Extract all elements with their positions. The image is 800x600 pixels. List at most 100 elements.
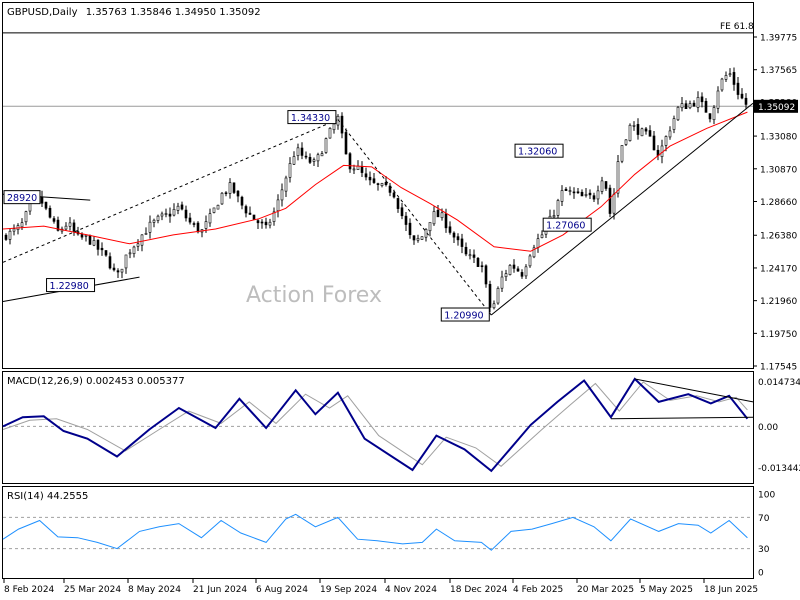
macd-axis-label: 0.00 bbox=[758, 423, 778, 433]
candle-body bbox=[668, 130, 672, 138]
candle-body bbox=[708, 113, 712, 120]
candle-body bbox=[156, 215, 160, 221]
current-price-tag bbox=[754, 99, 798, 113]
candle-body bbox=[220, 192, 224, 205]
candle-body bbox=[280, 189, 284, 201]
candle-body bbox=[348, 153, 352, 170]
candle-body bbox=[332, 123, 336, 131]
candle-body bbox=[556, 200, 560, 216]
candle-body bbox=[72, 222, 76, 232]
candle-body bbox=[712, 107, 716, 121]
price-label: 1.27060 bbox=[546, 221, 585, 232]
candle-body bbox=[372, 178, 376, 183]
candle-body bbox=[456, 236, 460, 241]
candle-body bbox=[500, 276, 504, 289]
candle-body bbox=[24, 211, 28, 223]
candle-body bbox=[112, 267, 116, 271]
candle-body bbox=[432, 211, 436, 225]
candle-body bbox=[596, 190, 600, 200]
dashed-trendline bbox=[2, 119, 339, 263]
candle-body bbox=[216, 204, 220, 210]
candle-body bbox=[184, 209, 188, 219]
candle-body bbox=[188, 217, 192, 223]
candle-body bbox=[592, 195, 596, 200]
candle-body bbox=[120, 268, 124, 273]
candle-body bbox=[616, 161, 620, 194]
candle-body bbox=[636, 124, 640, 135]
candle-body bbox=[464, 246, 468, 255]
candle-body bbox=[604, 181, 608, 189]
candle-body bbox=[292, 156, 296, 165]
candle-body bbox=[692, 102, 696, 107]
candle-body bbox=[192, 223, 196, 225]
price-axis-label: 1.21960 bbox=[760, 297, 797, 307]
candle-body bbox=[512, 264, 516, 269]
candle-body bbox=[496, 288, 500, 304]
macd-signal-line bbox=[2, 381, 748, 467]
candle-body bbox=[380, 183, 384, 186]
candle-body bbox=[400, 207, 404, 217]
candle-body bbox=[40, 196, 44, 204]
candle-body bbox=[48, 207, 52, 218]
rsi-axis-label: 30 bbox=[758, 545, 770, 555]
rsi-axis-label: 100 bbox=[758, 491, 775, 501]
date-axis-label: 5 May 2025 bbox=[640, 585, 693, 595]
candle-body bbox=[124, 254, 128, 269]
candle-body bbox=[652, 135, 656, 151]
date-axis-label: 6 Aug 2024 bbox=[256, 585, 308, 595]
candle-body bbox=[568, 190, 572, 192]
candle-body bbox=[248, 212, 252, 215]
rsi-axis-label: 70 bbox=[758, 514, 770, 524]
candle-body bbox=[288, 163, 292, 178]
candle-body bbox=[140, 234, 144, 246]
candle-body bbox=[344, 132, 348, 155]
candle-body bbox=[148, 221, 152, 233]
candle-body bbox=[744, 97, 748, 105]
candle-body bbox=[232, 182, 236, 193]
candle-body bbox=[412, 235, 416, 241]
candle-body bbox=[420, 236, 424, 240]
candle-body bbox=[320, 153, 324, 157]
candle-body bbox=[620, 145, 624, 162]
candle-body bbox=[632, 125, 636, 127]
price-axis-label: 1.17545 bbox=[760, 363, 797, 373]
price-axis-label: 1.28660 bbox=[760, 198, 797, 208]
candle-body bbox=[228, 182, 232, 194]
candle-body bbox=[20, 222, 24, 228]
candle-body bbox=[628, 124, 632, 141]
candle-body bbox=[160, 213, 164, 217]
candle-body bbox=[396, 198, 400, 209]
candle-body bbox=[204, 221, 208, 229]
price-label-box bbox=[542, 217, 592, 232]
candle-body bbox=[452, 232, 456, 238]
candle-body bbox=[252, 214, 256, 220]
candle-body bbox=[324, 138, 328, 153]
candle-body bbox=[128, 252, 132, 255]
candle-body bbox=[612, 193, 616, 214]
date-axis-label: 8 Feb 2024 bbox=[4, 585, 55, 595]
candle-body bbox=[296, 147, 300, 156]
macd-axis-label: 0.014734 bbox=[758, 378, 800, 388]
candle-body bbox=[176, 205, 180, 211]
candle-body bbox=[52, 218, 56, 222]
candle-body bbox=[564, 188, 568, 192]
candle-body bbox=[272, 211, 276, 222]
candle-body bbox=[532, 247, 536, 258]
candle-body bbox=[488, 284, 492, 308]
moving-average-line bbox=[2, 111, 748, 252]
candle-body bbox=[704, 100, 708, 113]
candle-body bbox=[444, 213, 448, 229]
price-axis-label: 1.26380 bbox=[760, 232, 797, 242]
rsi-axis-label: 0 bbox=[758, 569, 764, 579]
candle-body bbox=[308, 156, 312, 163]
candle-body bbox=[92, 240, 96, 246]
candle-body bbox=[440, 212, 444, 219]
candle-body bbox=[664, 136, 668, 146]
candle-body bbox=[688, 103, 692, 109]
candle-body bbox=[508, 265, 512, 275]
candle-body bbox=[384, 182, 388, 185]
candle-body bbox=[136, 243, 140, 247]
date-axis-label: 4 Feb 2025 bbox=[513, 585, 563, 595]
candle-body bbox=[328, 127, 332, 139]
candle-body bbox=[416, 238, 420, 241]
